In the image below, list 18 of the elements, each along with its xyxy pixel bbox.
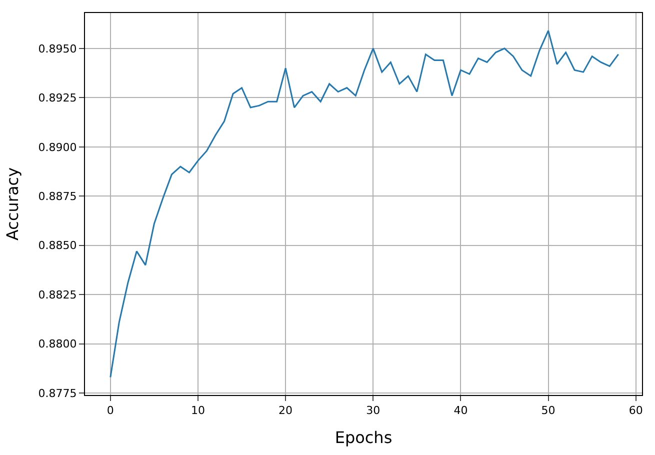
x-tick-label: 10 [190,404,205,418]
y-tick-label: 0.8775 [38,386,77,400]
y-tick-label: 0.8875 [38,190,77,203]
x-axis-title: Epochs [334,428,392,447]
x-tick-label: 50 [541,404,556,418]
y-tick-label: 0.8950 [38,42,77,56]
y-tick-label: 0.8800 [38,338,77,351]
x-tick-label: 40 [454,404,468,418]
y-tick-label: 0.8850 [38,239,77,252]
line-series [110,30,620,378]
y-axis-title: Accuracy [3,167,22,241]
y-tick-label: 0.8900 [38,140,77,154]
x-tick-label: 20 [278,404,293,418]
y-tick-label: 0.8925 [38,92,77,105]
x-tick-label: 60 [628,404,643,418]
x-tick-label: 0 [106,404,114,418]
x-tick-label: 30 [366,404,380,418]
y-tick-label: 0.8825 [38,288,77,302]
